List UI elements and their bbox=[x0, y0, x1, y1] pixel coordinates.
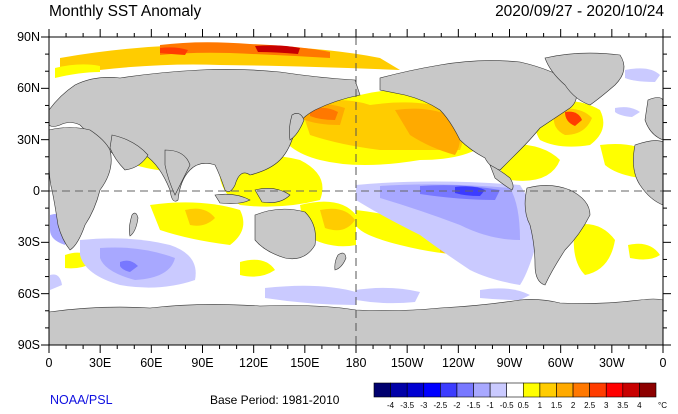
lat-label: 30N bbox=[17, 133, 40, 147]
colorbar-swatch bbox=[639, 382, 657, 398]
colorbar-swatch bbox=[373, 382, 391, 398]
axis-ticks bbox=[41, 29, 671, 353]
colorbar-label: -2.5 bbox=[433, 401, 448, 410]
colorbar-swatch bbox=[390, 382, 408, 398]
colorbar-swatch bbox=[539, 382, 557, 398]
colorbar-swatch bbox=[473, 382, 491, 398]
colorbar-swatch bbox=[556, 382, 574, 398]
lat-label: 0 bbox=[33, 184, 40, 198]
colorbar-unit: °C bbox=[658, 401, 667, 410]
colorbar-swatch bbox=[406, 382, 425, 398]
colorbar-swatch bbox=[605, 382, 624, 398]
colorbar-swatch bbox=[489, 382, 508, 398]
lon-label: 60W bbox=[547, 356, 574, 370]
land-masses bbox=[49, 52, 663, 345]
lon-label: 180 bbox=[345, 356, 367, 370]
lat-label: 90S bbox=[17, 338, 40, 352]
lon-label: 90E bbox=[191, 356, 214, 370]
colorbar-label: 2 bbox=[570, 401, 576, 410]
chart-title: Monthly SST Anomaly bbox=[49, 3, 202, 20]
lon-label: 150W bbox=[390, 356, 424, 370]
lon-label: 90W bbox=[496, 356, 523, 370]
map-plot-area bbox=[49, 37, 663, 345]
colorbar-label: -1.5 bbox=[466, 401, 481, 410]
colorbar-label: -0.5 bbox=[499, 401, 514, 410]
colorbar-swatch bbox=[572, 382, 590, 398]
lon-label: 0 bbox=[659, 356, 667, 370]
colorbar-swatch bbox=[440, 382, 458, 398]
lon-label: 30E bbox=[89, 356, 112, 370]
credit-label: NOAA/PSL bbox=[50, 393, 113, 407]
colorbar-swatch bbox=[589, 382, 607, 398]
colorbar-label: -4 bbox=[387, 401, 395, 410]
colorbar-label: -3 bbox=[420, 401, 428, 410]
lat-label: 90N bbox=[17, 30, 40, 44]
lon-label: 120E bbox=[239, 356, 269, 370]
colorbar-label: 3 bbox=[604, 401, 609, 410]
colorbar-label: 1.5 bbox=[550, 401, 563, 410]
colorbar-label: -1 bbox=[486, 401, 494, 410]
colorbar-label: 3.5 bbox=[617, 401, 629, 410]
lat-label: 30S bbox=[17, 235, 40, 249]
colorbar-swatch bbox=[622, 382, 640, 398]
colorbar bbox=[373, 382, 657, 398]
date-range: 2020/09/27 - 2020/10/24 bbox=[495, 3, 664, 20]
colorbar-label: 1 bbox=[537, 401, 543, 410]
colorbar-swatch bbox=[456, 382, 474, 398]
lon-label: 0 bbox=[45, 356, 53, 370]
base-period: Base Period: 1981-2010 bbox=[210, 393, 340, 407]
anomaly-fields bbox=[50, 42, 660, 305]
lon-label: 30W bbox=[598, 356, 625, 370]
lat-label: 60S bbox=[17, 287, 40, 301]
colorbar-label: 0.5 bbox=[517, 401, 529, 410]
colorbar-swatch bbox=[506, 382, 524, 398]
colorbar-swatch bbox=[522, 382, 541, 398]
colorbar-label: 2.5 bbox=[584, 401, 596, 410]
lon-label: 150E bbox=[290, 356, 320, 370]
lon-label: 60E bbox=[140, 356, 163, 370]
colorbar-label: 4 bbox=[637, 401, 642, 410]
colorbar-label: -3.5 bbox=[400, 401, 415, 410]
colorbar-label: -2 bbox=[453, 401, 461, 410]
lat-label: 60N bbox=[17, 81, 40, 95]
colorbar-swatch bbox=[423, 382, 441, 398]
lon-label: 120W bbox=[442, 356, 475, 370]
